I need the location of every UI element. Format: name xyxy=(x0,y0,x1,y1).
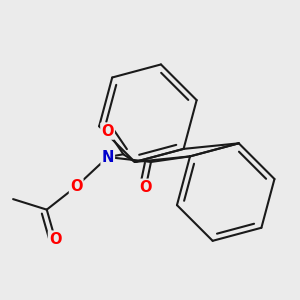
Text: O: O xyxy=(140,180,152,195)
Text: O: O xyxy=(70,179,83,194)
Text: N: N xyxy=(102,150,114,165)
Text: O: O xyxy=(101,124,114,139)
Text: O: O xyxy=(49,232,61,247)
